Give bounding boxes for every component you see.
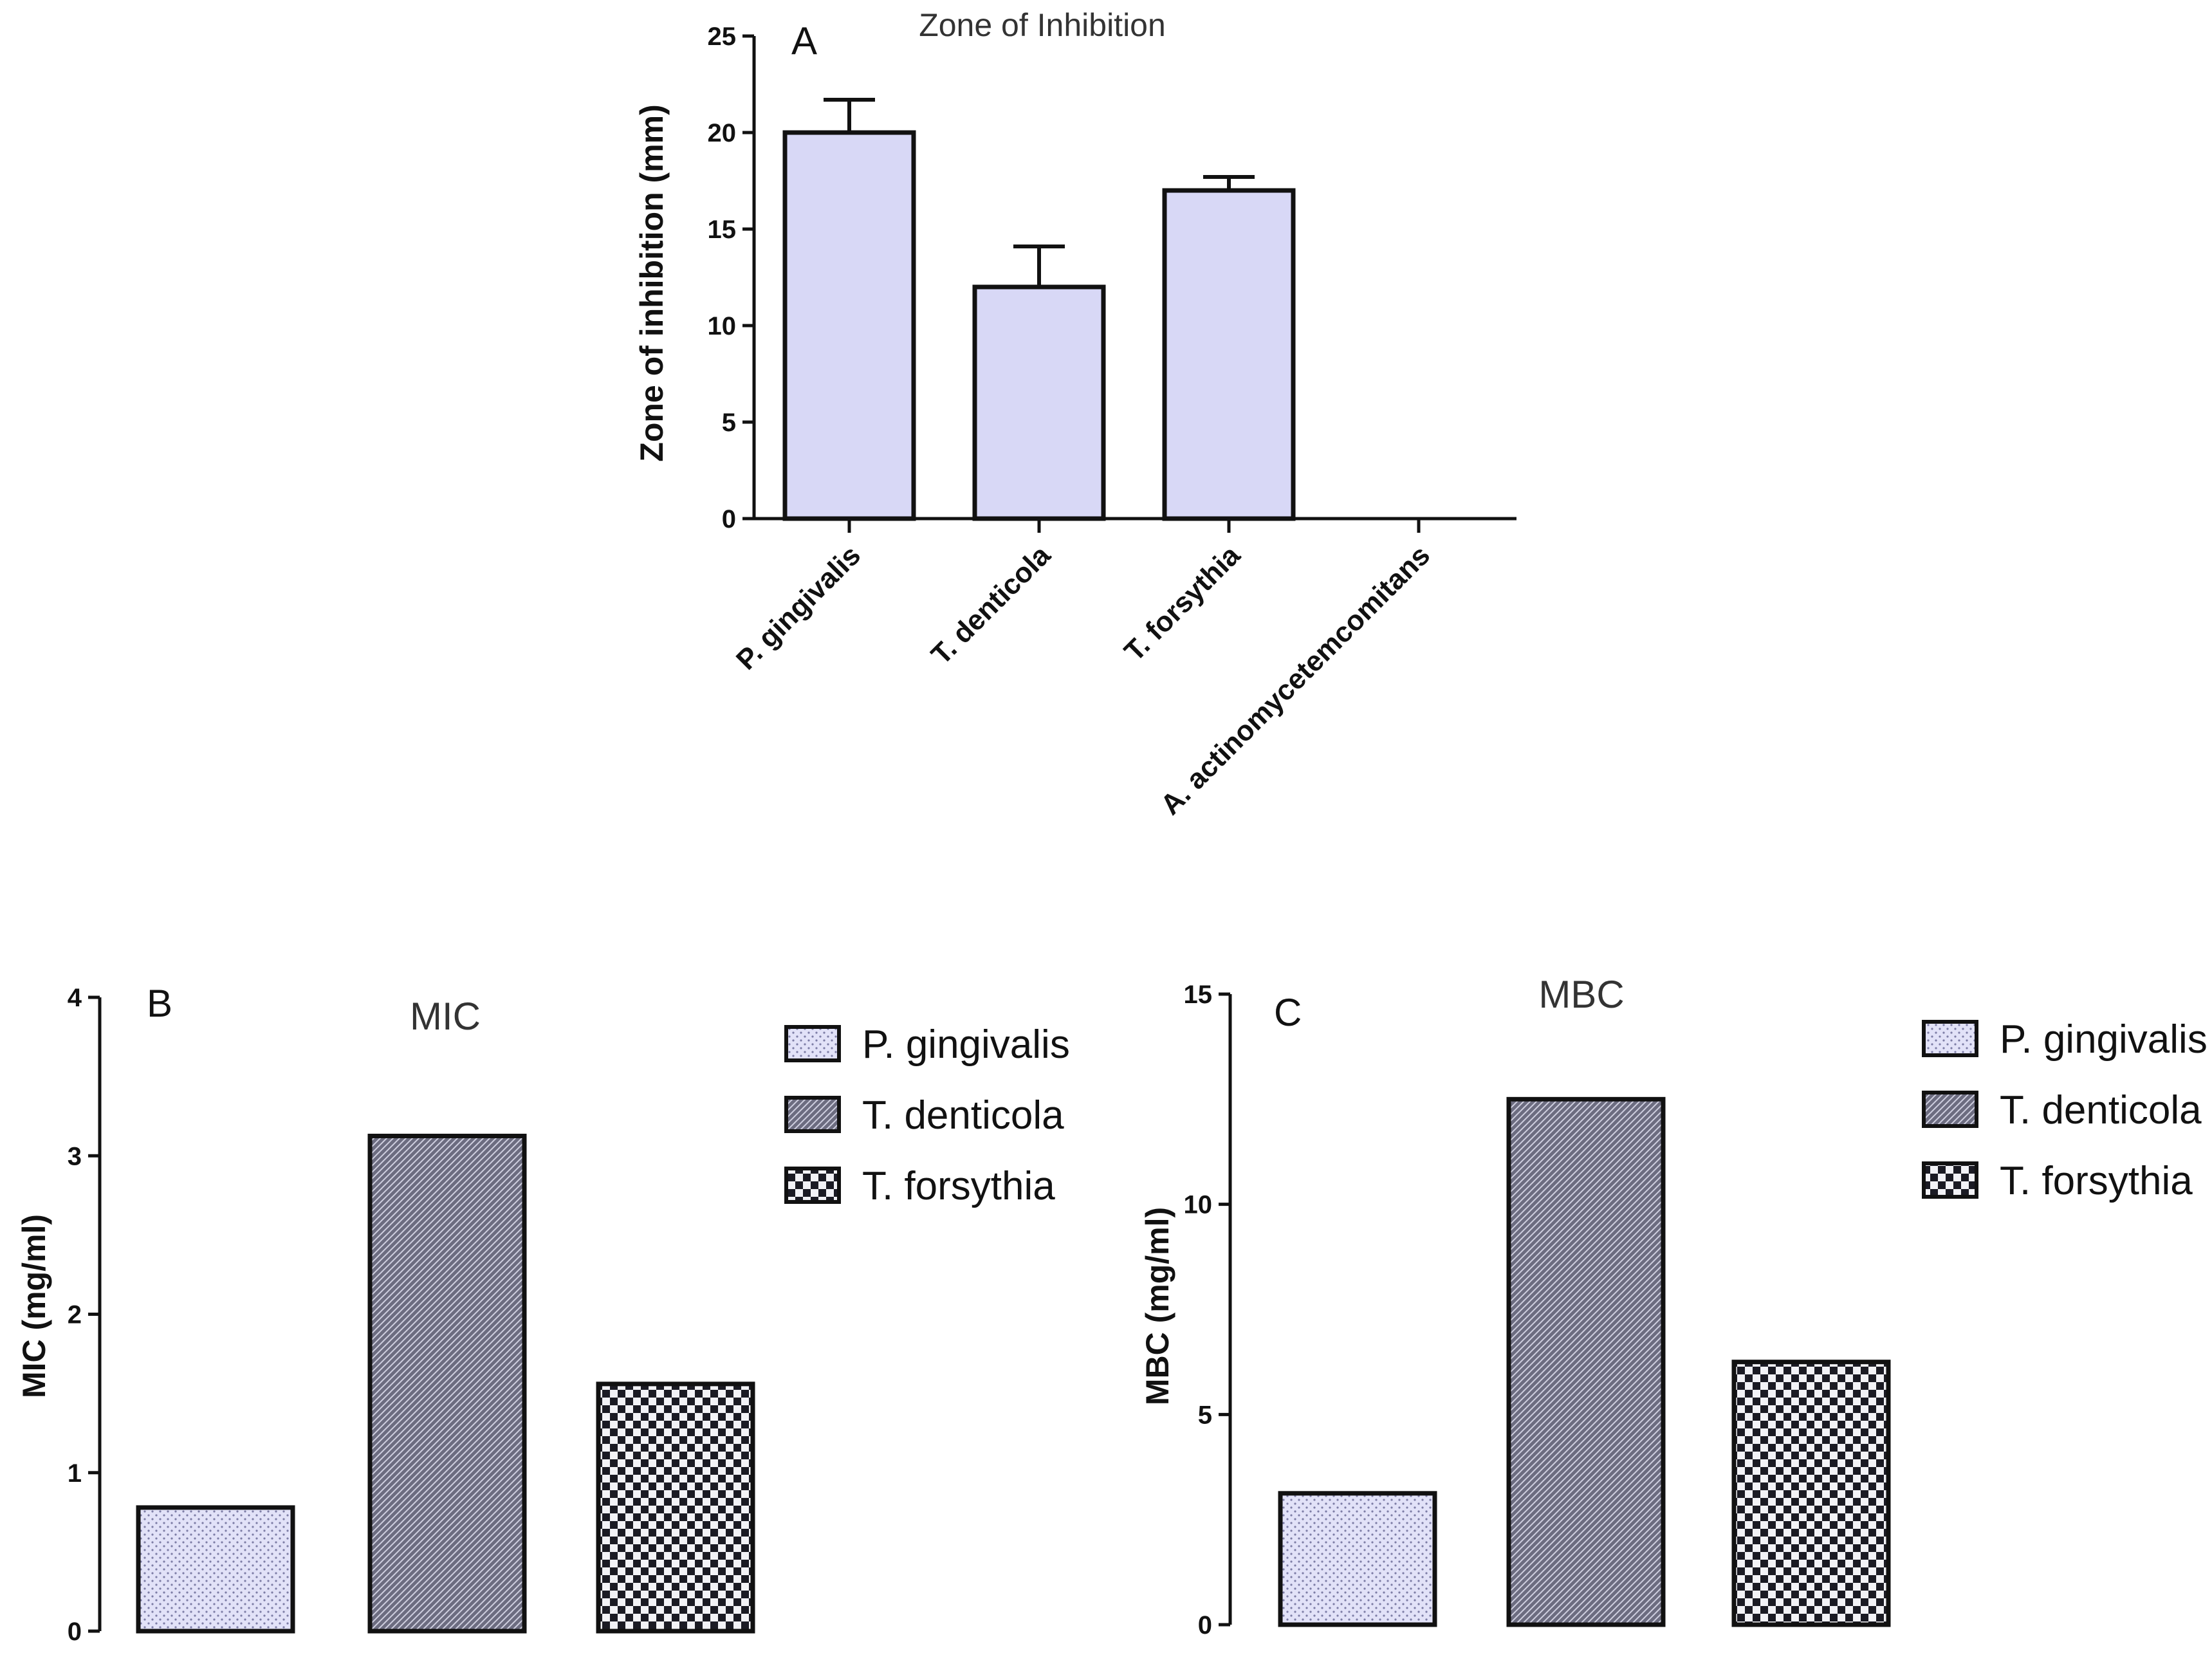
panel-a-ylabel: Zone of inhibition (mm) [634,104,670,461]
panel-a-y-tick-label-0: 0 [722,505,736,533]
legend-b-label-t-forsythia: T. forsythia [862,1164,1055,1208]
panel-a-bar-p-gingivalis [782,130,916,521]
panel-c-bar-t-denticola [1506,1096,1666,1627]
panel-a-x-label-t-forsythia: T. forsythia [1118,539,1246,667]
panel-c-legend: P. gingivalis T. denticola T. forsythia [1922,1017,2207,1203]
legend-c-item-t-denticola: T. denticola [1922,1088,2202,1132]
panel-a-title: Zone of Inhibition [919,7,1166,43]
legend-b-item-p-gingivalis: P. gingivalis [784,1022,1070,1067]
panel-a-bar-t-denticola [972,284,1106,521]
panel-c-y-tick-label-0: 0 [1198,1611,1212,1639]
panel-a-bar-t-forsythia [1162,188,1296,521]
panel-b-bar-t-forsythia [596,1381,755,1634]
legend-b-item-t-forsythia: T. forsythia [784,1164,1055,1208]
legend-b-swatch-t-denticola [784,1096,841,1133]
panel-b-bar-p-gingivalis [136,1505,295,1634]
panel-b-y-tick-label-2: 2 [68,1301,82,1329]
panel-b-letter: B [147,982,172,1025]
panel-b-legend: P. gingivalis T. denticola T. forsythia [784,1022,1070,1208]
panel-c-y-tick-label-3: 15 [1184,981,1213,1009]
panel-a-x-label-t-denticola: T. denticola [925,539,1056,670]
panel-a-y-tick-label-1: 5 [722,409,736,437]
legend-b-label-t-denticola: T. denticola [862,1093,1064,1138]
panel-c-ylabel: MBC (mg/ml) [1139,1207,1175,1405]
panel-a-y-tick-label-3: 15 [708,216,737,244]
legend-c-label-p-gingivalis: P. gingivalis [2000,1017,2207,1062]
legend-b-swatch-p-gingivalis [784,1025,841,1062]
panel-a-zone-of-inhibition: A Zone of Inhibition Zone of inhibition … [634,7,1516,821]
panel-c-mbc: C MBC MBC (mg/ml) 0 5 10 15 [1139,973,1891,1639]
panel-c-y-tick-label-1: 5 [1198,1401,1212,1429]
panel-c-y-tick-label-2: 10 [1184,1191,1213,1219]
panel-a-y-axis: 0 5 10 15 20 25 [708,23,754,533]
panel-b-title: MIC [410,995,481,1038]
legend-c-swatch-p-gingivalis [1922,1020,1978,1057]
panel-c-bar-p-gingivalis [1278,1491,1437,1627]
legend-c-swatch-t-forsythia [1922,1161,1978,1199]
panel-c-letter: C [1274,991,1302,1034]
panel-b-y-tick-label-0: 0 [68,1618,82,1646]
panel-a-y-tick-label-5: 25 [708,23,737,51]
legend-b-item-t-denticola: T. denticola [784,1093,1064,1138]
panel-b-bars [136,1133,755,1634]
panel-b-y-tick-label-3: 3 [68,1142,82,1170]
legend-c-item-t-forsythia: T. forsythia [1922,1159,2193,1203]
panel-c-bars [1278,1096,1891,1627]
panel-b-bar-t-denticola [367,1133,527,1634]
panel-b-y-axis: 0 1 2 3 4 [68,984,100,1646]
panel-c-y-axis: 0 5 10 15 [1184,981,1230,1639]
panel-b-ylabel: MIC (mg/ml) [16,1214,52,1398]
panel-a-x-labels: P. gingivalis T. denticola T. forsythiaA. … [730,539,1436,821]
panel-b-mic: B MIC MIC (mg/ml) 0 1 2 3 4 [16,982,755,1646]
legend-b-label-p-gingivalis: P. gingivalis [862,1022,1070,1067]
panel-a-y-tick-label-2: 10 [708,312,737,340]
legend-c-item-p-gingivalis: P. gingivalis [1922,1017,2207,1062]
panel-b-y-tick-label-1: 1 [68,1459,82,1488]
legend-c-swatch-t-denticola [1922,1091,1978,1128]
legend-c-label-t-forsythia: T. forsythia [2000,1159,2193,1203]
panel-a-x-label-p-gingivalis: P. gingivalis [730,539,867,676]
panel-b-y-tick-label-4: 4 [68,984,82,1012]
panel-c-bar-t-forsythia [1731,1360,1891,1627]
panel-c-title: MBC [1538,973,1624,1016]
panel-a-letter: A [791,19,817,62]
legend-b-swatch-t-forsythia [784,1167,841,1204]
legend-c-label-t-denticola: T. denticola [2000,1088,2202,1132]
panel-a-y-tick-label-4: 20 [708,119,737,147]
panel-a-bars [782,98,1421,533]
